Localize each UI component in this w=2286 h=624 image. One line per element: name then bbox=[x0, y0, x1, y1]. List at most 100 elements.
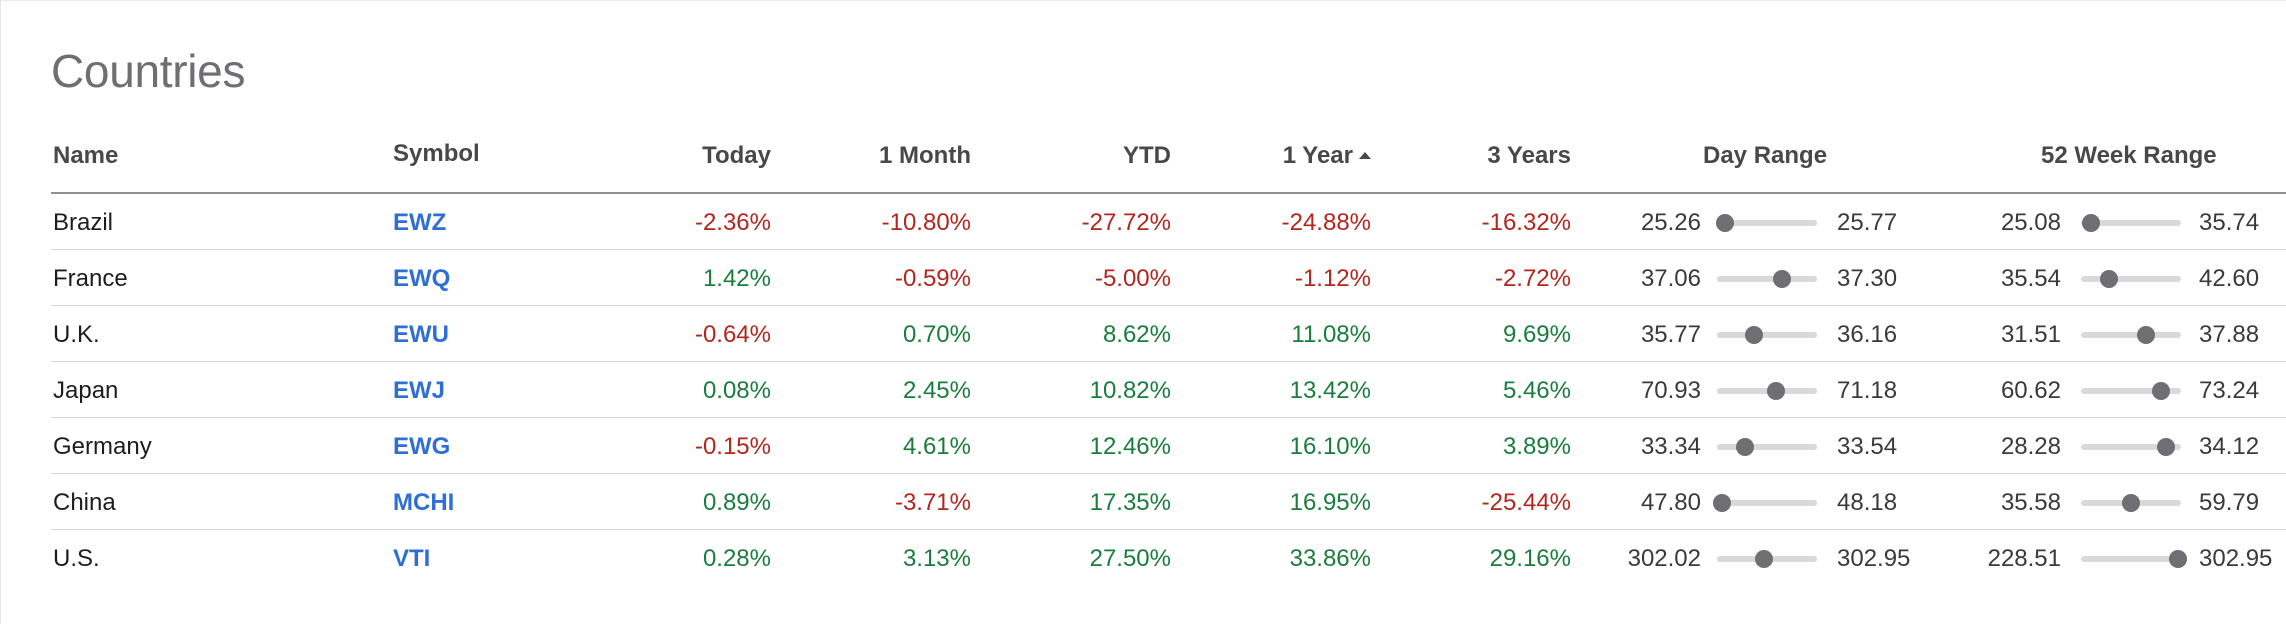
cell-month: 3.13% bbox=[902, 545, 971, 572]
day-range-marker bbox=[1767, 382, 1785, 400]
header-ytd[interactable]: YTD bbox=[1123, 142, 1171, 169]
cell-country-name: Brazil bbox=[53, 209, 114, 236]
table-header: Name Symbol Today 1 Month YTD 1 Year 3 Y… bbox=[51, 128, 2286, 194]
day-range-high: 37.30 bbox=[1837, 265, 1898, 292]
day-range-high: 71.18 bbox=[1837, 377, 1898, 404]
week52-range-bar bbox=[2081, 214, 2181, 232]
week52-range-low: 60.62 bbox=[2000, 377, 2061, 404]
sort-ascending-icon bbox=[1359, 152, 1371, 159]
week52-range-high: 37.88 bbox=[2199, 321, 2260, 348]
week52-range-marker bbox=[2137, 326, 2155, 344]
week52-range-high: 34.12 bbox=[2199, 433, 2260, 460]
week52-range-low: 25.08 bbox=[2000, 209, 2061, 236]
header-52-week-range[interactable]: 52 Week Range bbox=[2041, 142, 2217, 169]
week52-range-bar bbox=[2081, 494, 2181, 512]
symbol-link[interactable]: MCHI bbox=[393, 489, 455, 516]
cell-country-name: U.S. bbox=[53, 545, 100, 572]
cell-today: 0.08% bbox=[702, 377, 771, 404]
header-name[interactable]: Name bbox=[53, 142, 119, 169]
day-range-low: 302.02 bbox=[1627, 545, 1701, 572]
week52-range-bar bbox=[2081, 270, 2181, 288]
day-range-bar bbox=[1713, 494, 1817, 512]
week52-range-bar bbox=[2081, 382, 2181, 400]
table-row[interactable]: France EWQ 1.42% -0.59% -5.00% -1.12% -2.72% 37… bbox=[51, 250, 2286, 306]
header-today[interactable]: Today bbox=[702, 142, 771, 169]
day-range-bar bbox=[1717, 550, 1817, 568]
day-range-high: 25.77 bbox=[1837, 209, 1898, 236]
cell-year: 16.10% bbox=[1289, 433, 1371, 460]
day-range-marker bbox=[1716, 214, 1734, 232]
symbol-link[interactable]: VTI bbox=[393, 545, 431, 572]
day-range-bar bbox=[1717, 382, 1817, 400]
symbol-link[interactable]: EWQ bbox=[393, 265, 451, 292]
cell-month: -0.59% bbox=[894, 265, 971, 292]
table-row[interactable]: Germany EWG -0.15% 4.61% 12.46% 16.10% 3.89% 33… bbox=[51, 418, 2286, 474]
week52-range-bar bbox=[2081, 550, 2187, 568]
week52-range-marker bbox=[2152, 382, 2170, 400]
day-range-low: 70.93 bbox=[1640, 377, 1701, 404]
table-row[interactable]: U.K. EWU -0.64% 0.70% 8.62% 11.08% 9.69% 35.77 3… bbox=[51, 306, 2286, 362]
week52-range-low: 35.58 bbox=[2000, 489, 2061, 516]
cell-year: 16.95% bbox=[1289, 489, 1371, 516]
cell-ytd: -27.72% bbox=[1081, 209, 1171, 236]
cell-ytd: 10.82% bbox=[1089, 377, 1171, 404]
day-range-marker bbox=[1736, 438, 1754, 456]
cell-today: 1.42% bbox=[702, 265, 771, 292]
top-divider bbox=[1, 0, 2286, 1]
cell-country-name: Japan bbox=[53, 377, 119, 404]
header-3-years[interactable]: 3 Years bbox=[1487, 142, 1571, 169]
header-1-year[interactable]: 1 Year bbox=[1283, 142, 1371, 170]
week52-range-high: 42.60 bbox=[2199, 265, 2260, 292]
symbol-link[interactable]: EWZ bbox=[393, 209, 447, 236]
table-row[interactable]: Japan EWJ 0.08% 2.45% 10.82% 13.42% 5.46% 70.93… bbox=[51, 362, 2286, 418]
week52-range-high: 35.74 bbox=[2199, 209, 2260, 236]
cell-three-years: 29.16% bbox=[1489, 545, 1571, 572]
table-row[interactable]: Brazil EWZ -2.36% -10.80% -27.72% -24.88% -16.… bbox=[51, 194, 2286, 250]
day-range-marker bbox=[1755, 550, 1773, 568]
day-range-bar bbox=[1717, 438, 1817, 456]
cell-three-years: 5.46% bbox=[1502, 377, 1571, 404]
cell-month: 4.61% bbox=[902, 433, 971, 460]
header-symbol[interactable]: Symbol bbox=[393, 140, 480, 167]
header-1-month[interactable]: 1 Month bbox=[879, 142, 971, 169]
cell-today: -2.36% bbox=[694, 209, 771, 236]
day-range-low: 25.26 bbox=[1640, 209, 1701, 236]
cell-three-years: -2.72% bbox=[1494, 265, 1571, 292]
cell-ytd: 17.35% bbox=[1089, 489, 1171, 516]
day-range-high: 302.95 bbox=[1837, 545, 1911, 572]
day-range-low: 47.80 bbox=[1640, 489, 1701, 516]
week52-range-marker bbox=[2100, 270, 2118, 288]
cell-three-years: 3.89% bbox=[1502, 433, 1571, 460]
cell-month: -10.80% bbox=[881, 209, 971, 236]
week52-range-marker bbox=[2082, 214, 2100, 232]
cell-country-name: Germany bbox=[53, 433, 152, 460]
cell-today: 0.28% bbox=[702, 545, 771, 572]
cell-today: 0.89% bbox=[702, 489, 771, 516]
cell-ytd: -5.00% bbox=[1094, 265, 1171, 292]
week52-range-bar bbox=[2081, 438, 2181, 456]
day-range-bar bbox=[1717, 326, 1817, 344]
day-range-marker bbox=[1713, 494, 1731, 512]
day-range-low: 33.34 bbox=[1640, 433, 1701, 460]
cell-year: 13.42% bbox=[1289, 377, 1371, 404]
cell-three-years: -25.44% bbox=[1481, 489, 1571, 516]
cell-month: 0.70% bbox=[902, 321, 971, 348]
week52-range-low: 28.28 bbox=[2000, 433, 2061, 460]
table-row[interactable]: U.S. VTI 0.28% 3.13% 27.50% 33.86% 29.16% 302.0… bbox=[51, 530, 2286, 585]
day-range-marker bbox=[1773, 270, 1791, 288]
symbol-link[interactable]: EWG bbox=[393, 433, 451, 460]
week52-range-low: 35.54 bbox=[2000, 265, 2061, 292]
cell-country-name: U.K. bbox=[53, 321, 100, 348]
week52-range-high: 59.79 bbox=[2199, 489, 2260, 516]
table-row[interactable]: China MCHI 0.89% -3.71% 17.35% 16.95% -25.44% 4… bbox=[51, 474, 2286, 530]
week52-range-marker bbox=[2122, 494, 2140, 512]
page-title: Countries bbox=[51, 45, 246, 97]
cell-year: -24.88% bbox=[1281, 209, 1371, 236]
cell-three-years: -16.32% bbox=[1481, 209, 1571, 236]
symbol-link[interactable]: EWU bbox=[393, 321, 449, 348]
symbol-link[interactable]: EWJ bbox=[393, 377, 446, 404]
week52-range-high: 73.24 bbox=[2199, 377, 2260, 404]
header-day-range[interactable]: Day Range bbox=[1703, 142, 1828, 169]
cell-country-name: China bbox=[53, 489, 116, 516]
